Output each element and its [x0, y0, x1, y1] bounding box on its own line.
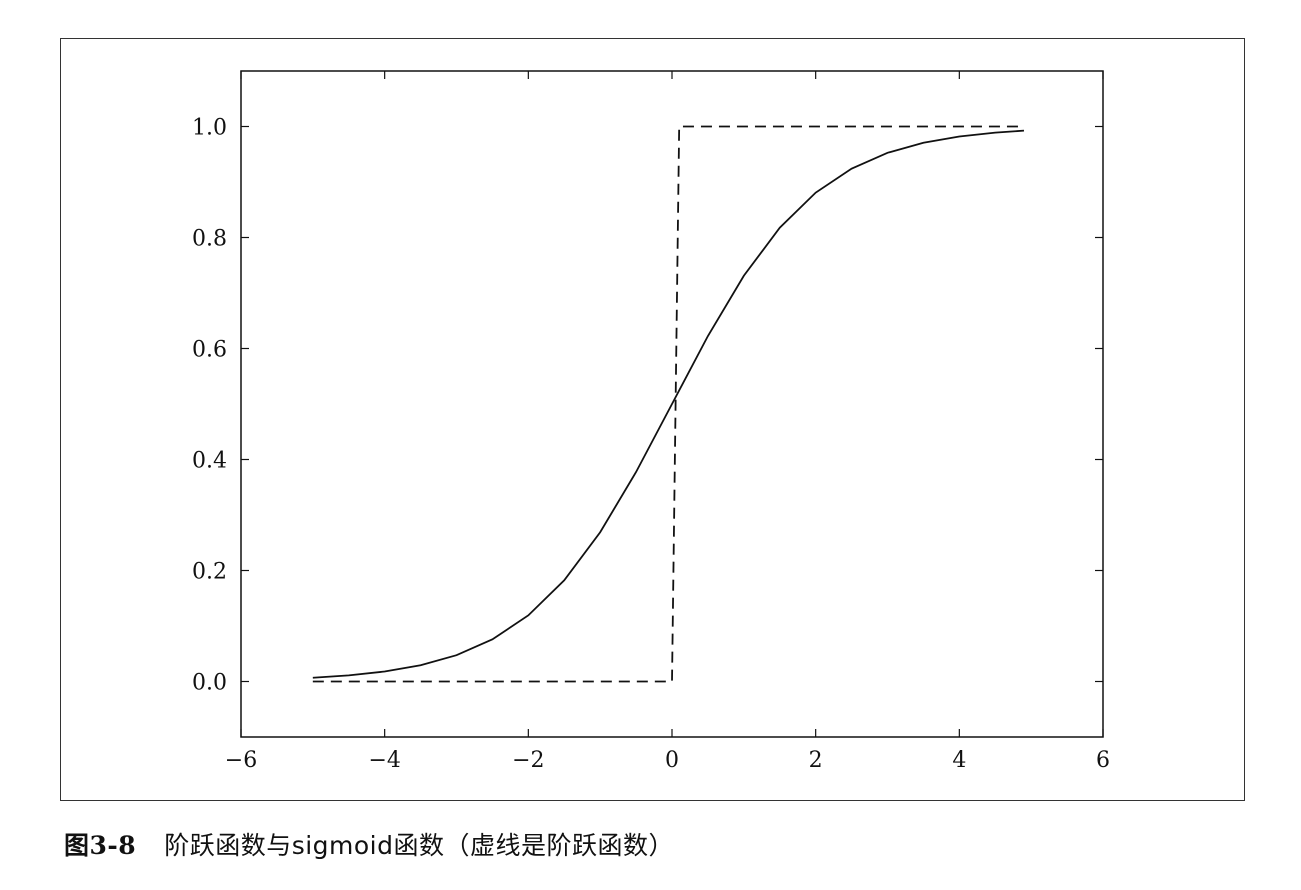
sigmoid-line [312, 129, 1025, 679]
x-tick-label: −4 [368, 748, 400, 773]
y-tick-label: 0.2 [192, 560, 227, 585]
chart: −6 −4 −2 0 2 4 6 0.0 0.2 0.4 0.6 0.8 1.0 [192, 70, 1110, 773]
series-layer [312, 125, 1025, 683]
figure-frame [60, 38, 1245, 801]
figure-number: 3-8 [89, 831, 137, 860]
x-tick-label: 6 [1096, 748, 1110, 773]
ticks-layer: −6 −4 −2 0 2 4 6 0.0 0.2 0.4 0.6 0.8 1.0 [192, 71, 1110, 773]
y-tick-label: 0.8 [192, 227, 227, 252]
y-tick-label: 0.4 [192, 449, 227, 474]
step-function-line [312, 125, 1024, 683]
y-tick-label: 0.0 [192, 671, 227, 696]
y-tick-label: 0.6 [192, 338, 227, 363]
caption-text: 阶跃函数与sigmoid函数（虚线是阶跃函数） [164, 831, 674, 860]
x-tick-label: 4 [952, 748, 966, 773]
figure-caption: 图3-8 阶跃函数与sigmoid函数（虚线是阶跃函数） [64, 826, 674, 862]
x-tick-label: −2 [512, 748, 544, 773]
x-tick-label: 0 [665, 748, 679, 773]
y-tick-label: 1.0 [192, 116, 227, 141]
x-tick-label: −6 [225, 748, 257, 773]
figure-label: 图3-8 [64, 831, 136, 860]
figure-prefix: 图 [64, 831, 90, 860]
x-tick-label: 2 [809, 748, 823, 773]
